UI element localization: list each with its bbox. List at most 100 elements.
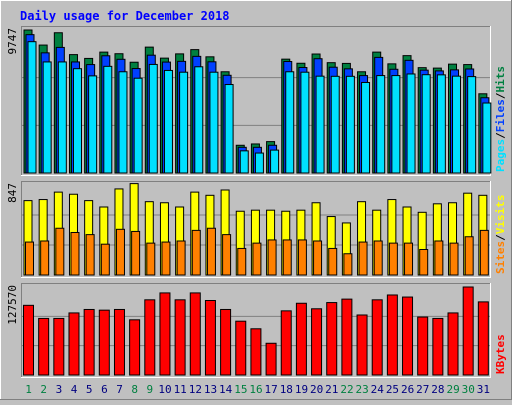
hits-files-pages-pages-bar-day-20 <box>315 75 325 174</box>
hits-files-pages-pages-bar-day-11 <box>179 71 189 174</box>
hits-files-pages-pages-bar-day-18 <box>285 71 295 174</box>
hits-files-pages-pages-bar-day-7 <box>118 71 128 174</box>
hits-files-pages-pages-bar-day-4 <box>72 68 82 174</box>
kbytes-kbytes-bar-day-3 <box>53 317 65 376</box>
kbytes-kbytes-bar-day-5 <box>83 308 95 376</box>
visits-sites-sites-bar-day-30 <box>464 236 474 276</box>
kbytes-kbytes-bar-day-21 <box>326 302 338 376</box>
visits-sites-sites-bar-day-8 <box>131 230 141 276</box>
legend-kbytes: KBytes <box>494 334 507 374</box>
legend-sites: Sites <box>494 241 507 274</box>
day-label-1: 1 <box>25 383 32 396</box>
visits-sites-sites-bar-day-26 <box>404 242 414 276</box>
day-label-20: 20 <box>310 383 323 396</box>
visits-sites-sites-bar-day-5 <box>85 234 95 276</box>
day-label-22: 22 <box>340 383 353 396</box>
hits-files-pages-pages-bar-day-31 <box>482 102 492 174</box>
kbytes-kbytes-bar-day-6 <box>98 309 110 376</box>
day-label-3: 3 <box>56 383 63 396</box>
kbytes-kbytes-bar-day-17 <box>265 342 277 376</box>
hits-files-pages-pages-bar-day-21 <box>330 75 340 174</box>
kbytes-kbytes-bar-day-25 <box>386 294 398 376</box>
hits-files-pages-pages-bar-day-14 <box>224 84 234 174</box>
day-label-30: 30 <box>462 383 475 396</box>
kbytes-kbytes-bar-day-10 <box>159 292 171 376</box>
visits-sites-sites-bar-day-28 <box>434 240 444 276</box>
visits-sites-sites-bar-day-21 <box>328 247 338 276</box>
legend-pages: Pages <box>494 139 507 172</box>
kbytes-kbytes-bar-day-13 <box>204 299 216 376</box>
visits-sites-sites-bar-day-1 <box>25 241 34 276</box>
day-label-19: 19 <box>295 383 308 396</box>
kbytes-panel: 127570 KBytes <box>6 283 507 378</box>
kbytes-legend: KBytes <box>494 334 507 374</box>
hits-files-pages-pages-bar-day-5 <box>88 75 98 174</box>
kbytes-kbytes-bar-day-22 <box>341 298 353 376</box>
kbytes-kbytes-bar-day-20 <box>311 308 323 376</box>
hits-files-pages-pages-bar-day-10 <box>163 69 173 174</box>
day-label-21: 21 <box>325 383 338 396</box>
kbytes-kbytes-bar-day-29 <box>447 312 459 376</box>
visits-sites-panel: 847 Sites/Visits <box>6 181 507 278</box>
kbytes-kbytes-bar-day-31 <box>477 301 489 376</box>
legend-files: Files <box>494 99 507 132</box>
kbytes-kbytes-bar-day-23 <box>356 314 368 376</box>
kbytes-kbytes-bar-day-1 <box>23 304 34 376</box>
kbytes-kbytes-bar-day-9 <box>144 299 156 376</box>
kbytes-kbytes-bar-day-11 <box>174 299 186 376</box>
day-label-27: 27 <box>416 383 429 396</box>
visits-sites-sites-bar-day-2 <box>40 240 50 276</box>
hits-files-pages-pages-bar-day-27 <box>421 74 431 174</box>
day-label-4: 4 <box>71 383 78 396</box>
day-label-24: 24 <box>371 383 385 396</box>
day-label-7: 7 <box>116 383 123 396</box>
kbytes-kbytes-bar-day-16 <box>250 328 262 376</box>
hits-files-pages-pages-bar-day-29 <box>452 75 462 174</box>
kbytes-kbytes-bar-day-18 <box>280 310 292 376</box>
hits-files-pages-pages-bar-day-16 <box>254 152 264 174</box>
visits-sites-sites-bar-day-27 <box>419 248 429 276</box>
day-label-5: 5 <box>86 383 93 396</box>
kbytes-kbytes-bar-day-27 <box>417 316 429 376</box>
visits-sites-max-label: 847 <box>6 183 19 203</box>
day-label-18: 18 <box>280 383 293 396</box>
kbytes-kbytes-bar-day-26 <box>402 296 414 376</box>
visits-sites-sites-bar-day-11 <box>176 240 186 276</box>
kbytes-kbytes-bar-day-24 <box>371 299 383 376</box>
day-label-9: 9 <box>147 383 154 396</box>
day-label-10: 10 <box>158 383 171 396</box>
day-label-25: 25 <box>386 383 399 396</box>
hits-files-pages-pages-bar-day-2 <box>42 61 52 174</box>
visits-sites-sites-bar-day-13 <box>206 227 216 276</box>
kbytes-kbytes-bar-day-12 <box>189 292 201 376</box>
chart-title: Daily usage for December 2018 <box>20 9 230 23</box>
hits-files-pages-pages-bar-day-28 <box>436 74 446 174</box>
hits-files-pages-pages-bar-day-9 <box>148 63 158 174</box>
visits-sites-sites-bar-day-6 <box>100 243 110 276</box>
visits-sites-sites-bar-day-24 <box>373 240 383 276</box>
day-label-29: 29 <box>446 383 459 396</box>
hits-files-pages-pages-bar-day-24 <box>376 75 386 174</box>
visits-sites-sites-bar-day-16 <box>252 242 262 276</box>
visits-sites-sites-bar-day-20 <box>313 240 323 276</box>
hits-files-pages-pages-bar-day-8 <box>133 77 143 174</box>
kbytes-kbytes-bar-day-14 <box>220 308 232 376</box>
visits-sites-sites-bar-day-12 <box>191 229 201 276</box>
day-axis: 1 2 3 4 5 6 7 8 9 10 11 12 13 14 15 16 17 18 19 20 21 22 23 24 2… <box>25 383 490 396</box>
visits-sites-sites-bar-day-31 <box>479 229 489 276</box>
legend-separator: / <box>494 92 507 99</box>
visits-sites-sites-bar-day-10 <box>161 241 171 276</box>
legend-visits: Visits <box>494 195 507 235</box>
kbytes-kbytes-bar-day-8 <box>129 319 141 376</box>
hits-files-pages-pages-bar-day-30 <box>467 76 477 174</box>
day-label-2: 2 <box>40 383 47 396</box>
kbytes-kbytes-bar-day-4 <box>68 312 80 376</box>
hits-files-pages-pages-bar-day-12 <box>194 66 204 174</box>
day-label-26: 26 <box>401 383 414 396</box>
legend-hits: Hits <box>494 66 507 93</box>
day-label-15: 15 <box>234 383 247 396</box>
hits-files-pages-pages-bar-day-26 <box>406 73 416 174</box>
